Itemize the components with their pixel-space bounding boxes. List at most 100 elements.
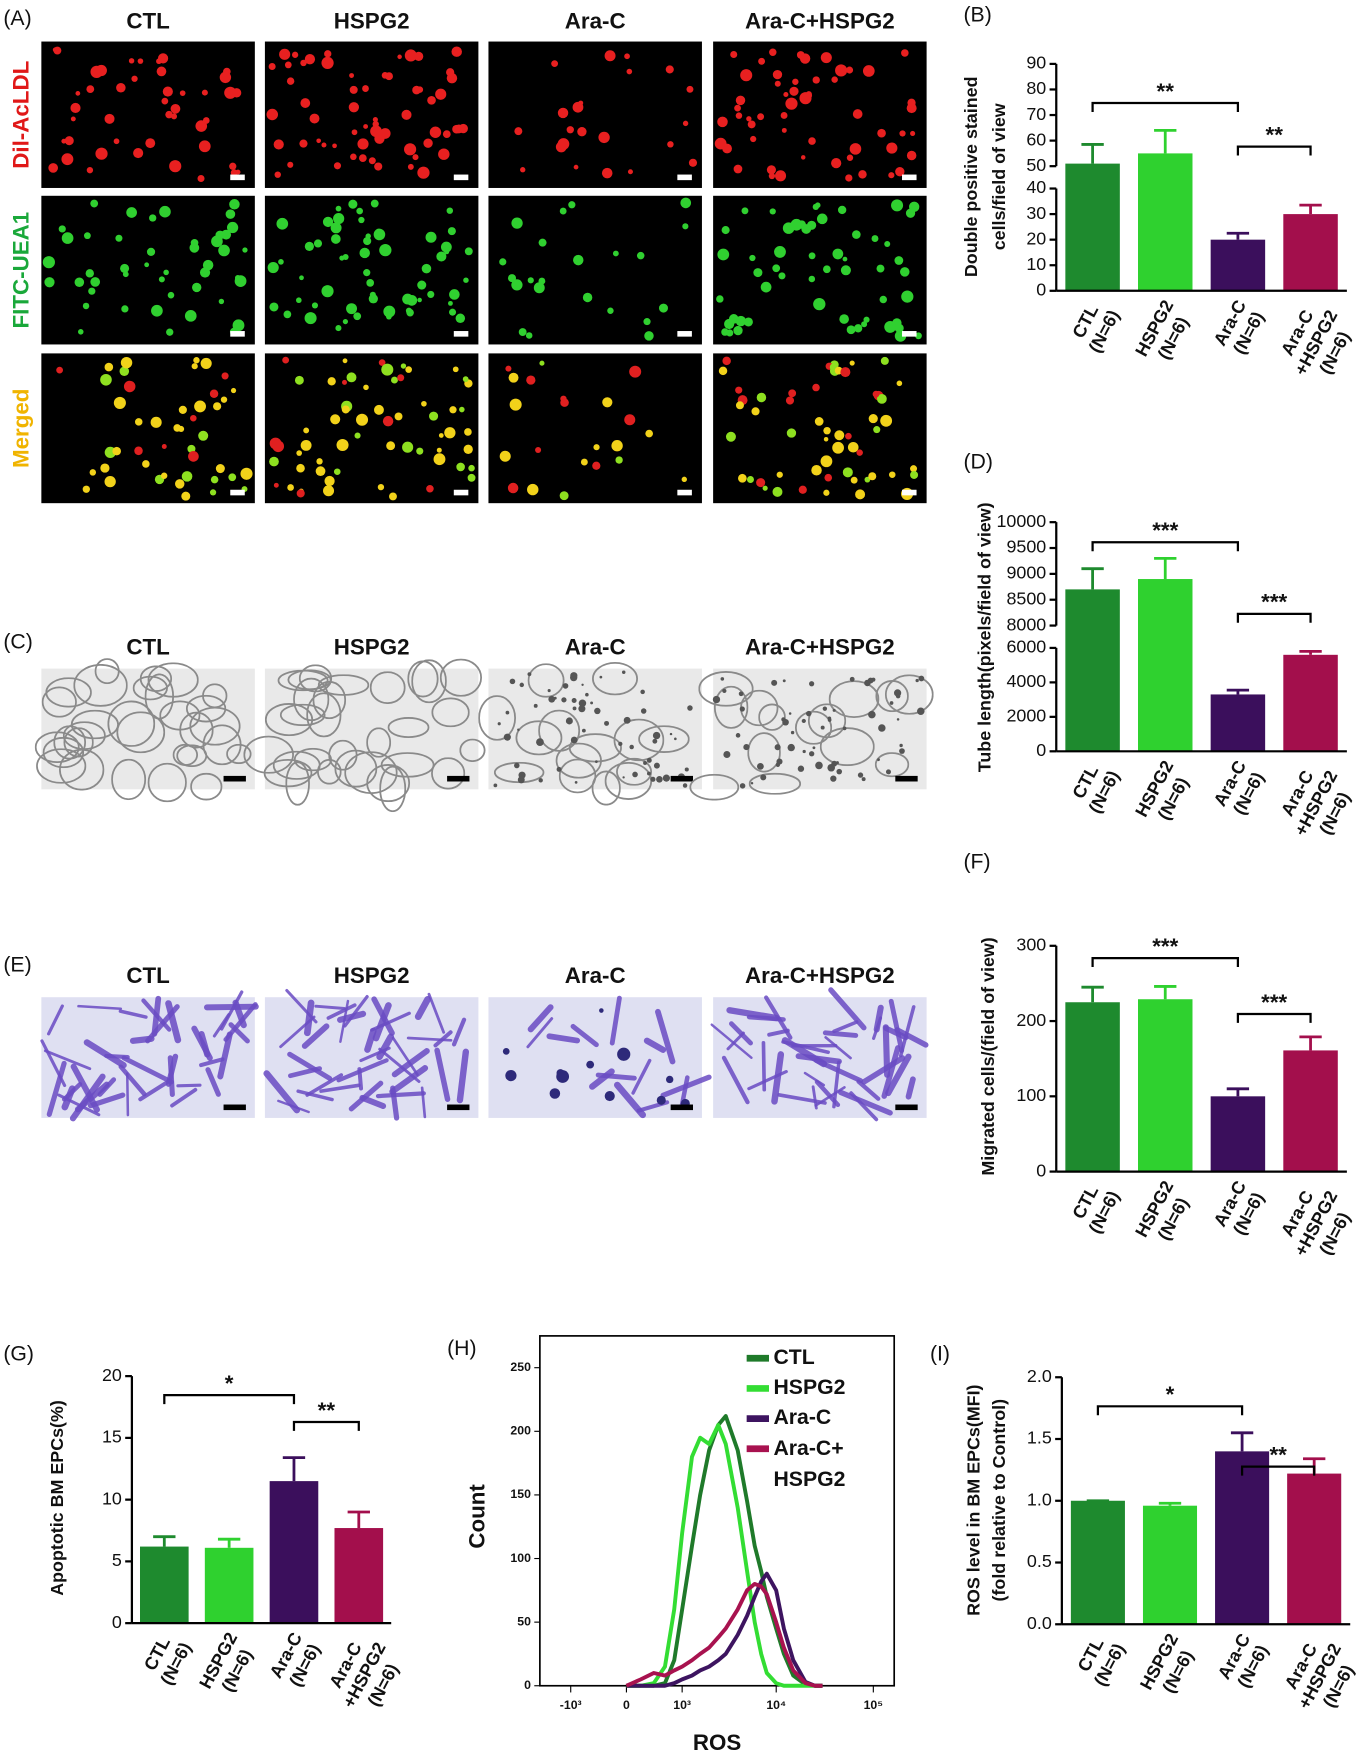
panel-label: (B): [963, 3, 991, 26]
migrated-cell: [832, 1020, 859, 1034]
cell: [741, 207, 749, 215]
cell-cluster: [653, 762, 660, 769]
cell: [300, 59, 307, 67]
cell: [194, 400, 206, 413]
cell: [349, 73, 355, 78]
migrated-cell: [777, 1093, 827, 1105]
migrated-cell: [287, 1051, 333, 1081]
migrated-cell: [46, 1060, 67, 1117]
tube-loop: [593, 663, 637, 695]
migrated-cell: [118, 1064, 147, 1097]
cell-cluster: [868, 710, 876, 719]
tube-loop: [380, 767, 405, 812]
cell: [607, 307, 614, 314]
bar: [1210, 239, 1266, 291]
cell-clump: [556, 1069, 565, 1077]
cell: [505, 365, 512, 372]
y-axis-label: Double positive stained: [961, 76, 981, 277]
cell: [644, 331, 654, 341]
y-tick-label: 0: [1036, 1160, 1046, 1180]
cell: [435, 88, 447, 100]
tube-loop: [112, 760, 145, 800]
cell: [463, 277, 469, 283]
migrated-cell: [176, 1083, 202, 1088]
x-tick-label: -10³: [560, 1698, 582, 1712]
cell: [90, 277, 101, 287]
cell: [304, 241, 314, 251]
cell-cluster: [836, 768, 843, 775]
cell: [665, 65, 674, 74]
cell: [766, 165, 776, 175]
tube-loop: [886, 675, 933, 714]
cell: [762, 485, 768, 491]
cell: [299, 275, 304, 281]
legend-label: Ara-C+ HSPG2: [773, 1436, 849, 1490]
tube-loop: [529, 664, 564, 697]
cell: [462, 376, 469, 383]
cell: [735, 95, 746, 106]
cell: [358, 154, 367, 162]
cell: [800, 155, 806, 160]
cell: [459, 406, 465, 413]
migrated-cell: [391, 1036, 419, 1076]
y-tick-label: 10: [102, 1488, 122, 1508]
cell: [518, 328, 527, 336]
cell: [444, 427, 456, 439]
cell: [769, 48, 777, 56]
micrograph: [488, 195, 702, 345]
cell: [383, 305, 396, 318]
significance-bracket: [1236, 1012, 1312, 1023]
cell-cluster: [820, 725, 825, 730]
cell: [373, 228, 386, 241]
cell: [808, 137, 816, 145]
cell: [363, 124, 368, 129]
y-tick-label: 60: [1026, 129, 1046, 149]
tube-loop: [265, 760, 312, 787]
cell: [464, 247, 473, 256]
cell-cluster: [682, 783, 688, 788]
cell: [823, 426, 831, 435]
migrated-cell: [205, 1067, 221, 1097]
y-tick-label: 9000: [1006, 563, 1046, 583]
cell: [61, 153, 74, 166]
migrated-cell: [721, 1055, 750, 1105]
cell: [511, 217, 523, 229]
migrated-cell: [761, 1040, 767, 1092]
tube-loop: [43, 687, 76, 716]
tube-loop: [592, 771, 619, 804]
cell-cluster: [723, 750, 731, 759]
cell: [120, 356, 133, 369]
cell: [82, 485, 90, 493]
cell: [324, 475, 335, 487]
cell: [750, 135, 757, 143]
micrograph: [713, 668, 927, 790]
cell: [267, 261, 279, 274]
cell-cluster: [562, 683, 569, 689]
cell: [397, 374, 405, 382]
cell-cluster: [787, 743, 795, 752]
cell: [824, 473, 833, 482]
scale-bar: [677, 174, 692, 181]
cell: [349, 85, 358, 94]
migrated-cell: [165, 1000, 182, 1044]
cell: [746, 475, 754, 483]
cell: [823, 437, 829, 442]
scale-bar: [895, 1104, 918, 1111]
cell: [901, 49, 909, 57]
cell: [74, 277, 85, 288]
bar: [139, 1546, 189, 1624]
cell: [527, 277, 534, 284]
cell: [772, 486, 783, 497]
cell-cluster: [578, 705, 586, 713]
cell: [643, 318, 651, 326]
cell: [311, 302, 319, 309]
tube-loop: [809, 704, 846, 737]
cell: [447, 227, 456, 236]
cell: [612, 250, 619, 257]
cell: [433, 453, 446, 466]
cell: [116, 83, 126, 93]
y-tick-label: 150: [510, 1487, 531, 1501]
cell: [104, 113, 115, 124]
cell: [718, 366, 728, 376]
